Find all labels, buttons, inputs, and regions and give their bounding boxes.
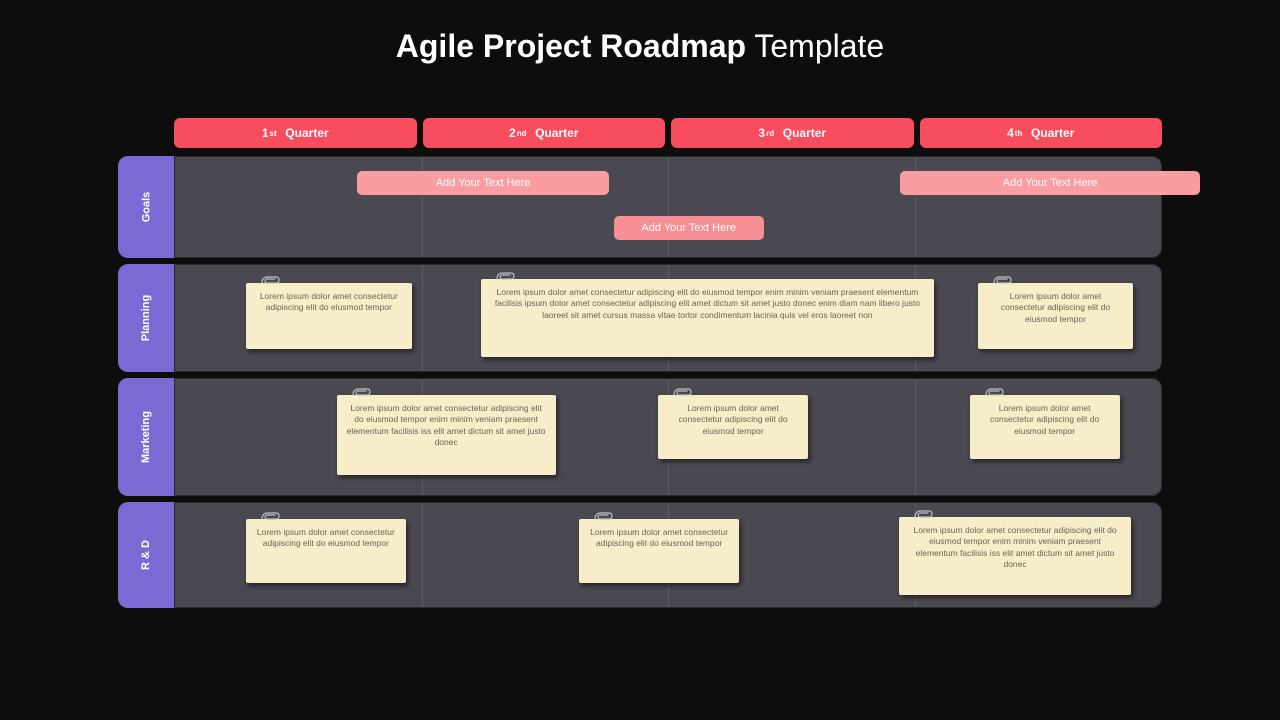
quarter-header-q1: 1st Quarter [174,118,417,148]
sticky-note[interactable]: Lorem ipsum dolor amet consectetur adipi… [658,395,808,459]
goal-pill[interactable]: Add Your Text Here [357,171,608,195]
lane-tab-marketing: Marketing [118,378,174,496]
sticky-note-text: Lorem ipsum dolor amet consectetur adipi… [256,527,396,550]
grid-line [422,503,423,607]
quarter-header-q2: 2nd Quarter [423,118,666,148]
sticky-note-text: Lorem ipsum dolor amet consectetur adipi… [668,403,798,437]
quarter-header-row: 1st Quarter2nd Quarter3rd Quarter4th Qua… [174,118,1162,148]
paperclip-icon [913,509,933,521]
quarter-suffix: nd [517,129,527,138]
sticky-note-text: Lorem ipsum dolor amet consectetur adipi… [256,291,402,314]
paperclip-icon [260,511,280,523]
title-bold: Agile Project Roadmap [396,28,746,64]
sticky-note[interactable]: Lorem ipsum dolor amet consectetur adipi… [337,395,556,475]
quarter-num: 2 [509,126,516,140]
sticky-note-text: Lorem ipsum dolor amet consectetur adipi… [491,287,925,321]
quarter-num: 3 [758,126,765,140]
paperclip-icon [351,387,371,399]
sticky-note[interactable]: Lorem ipsum dolor amet consectetur adipi… [246,519,406,583]
paperclip-icon [593,511,613,523]
sticky-note-text: Lorem ipsum dolor amet consectetur adipi… [909,525,1122,571]
lane-label: Planning [140,295,152,341]
lane-body-marketing: Lorem ipsum dolor amet consectetur adipi… [174,378,1162,496]
paperclip-icon [984,387,1004,399]
sticky-note[interactable]: Lorem ipsum dolor amet consectetur adipi… [246,283,412,349]
title-thin: Template [746,28,884,64]
paperclip-icon [495,271,515,283]
lane-rnd: R & D Lorem ipsum dolor amet consectetur … [118,502,1162,608]
page-title: Agile Project Roadmap Template [0,28,1280,65]
quarter-num: 4 [1007,126,1014,140]
lane-marketing: Marketing Lorem ipsum dolor amet consecte… [118,378,1162,496]
quarter-suffix: st [270,129,277,138]
sticky-note-text: Lorem ipsum dolor amet consectetur adipi… [347,403,546,449]
goal-pill-label: Add Your Text Here [1003,177,1098,189]
grid-line [915,379,916,495]
lane-label: R & D [140,540,152,570]
lane-body-rnd: Lorem ipsum dolor amet consectetur adipi… [174,502,1162,608]
quarter-word: Quarter [279,126,329,140]
quarter-num: 1 [262,126,269,140]
grid-line [668,157,669,257]
sticky-note-text: Lorem ipsum dolor amet consectetur adipi… [589,527,729,550]
lane-planning: Planning Lorem ipsum dolor amet consectet… [118,264,1162,372]
paperclip-icon [992,275,1012,287]
lane-tab-planning: Planning [118,264,174,372]
lane-body-planning: Lorem ipsum dolor amet consectetur adipi… [174,264,1162,372]
paperclip-icon [260,275,280,287]
lane-label: Goals [140,192,152,223]
lane-label: Marketing [140,411,152,463]
sticky-note[interactable]: Lorem ipsum dolor amet consectetur adipi… [899,517,1132,595]
lane-goals: GoalsAdd Your Text HereAdd Your Text Her… [118,156,1162,258]
quarter-word: Quarter [776,126,826,140]
quarter-word: Quarter [528,126,578,140]
sticky-note[interactable]: Lorem ipsum dolor amet consectetur adipi… [970,395,1120,459]
goal-pill-label: Add Your Text Here [436,177,531,189]
sticky-note-text: Lorem ipsum dolor amet consectetur adipi… [988,291,1124,325]
sticky-note[interactable]: Lorem ipsum dolor amet consectetur adipi… [978,283,1134,349]
lanes-container: GoalsAdd Your Text HereAdd Your Text Her… [118,156,1162,608]
sticky-note[interactable]: Lorem ipsum dolor amet consectetur adipi… [579,519,739,583]
paperclip-icon [672,387,692,399]
quarter-word: Quarter [1024,126,1074,140]
goal-pill[interactable]: Add Your Text Here [614,216,764,240]
sticky-note-text: Lorem ipsum dolor amet consectetur adipi… [980,403,1110,437]
lane-tab-goals: Goals [118,156,174,258]
goal-pill[interactable]: Add Your Text Here [900,171,1201,195]
goal-pill-label: Add Your Text Here [641,222,736,234]
quarter-suffix: th [1015,129,1023,138]
quarter-header-q3: 3rd Quarter [671,118,914,148]
quarter-suffix: rd [766,129,774,138]
roadmap-chart: 1st Quarter2nd Quarter3rd Quarter4th Qua… [118,118,1162,614]
quarter-header-q4: 4th Quarter [920,118,1163,148]
lane-tab-rnd: R & D [118,502,174,608]
lane-body-goals: Add Your Text Here Add Your Text Here Add … [174,156,1162,258]
sticky-note[interactable]: Lorem ipsum dolor amet consectetur adipi… [481,279,935,357]
grid-line [422,265,423,371]
